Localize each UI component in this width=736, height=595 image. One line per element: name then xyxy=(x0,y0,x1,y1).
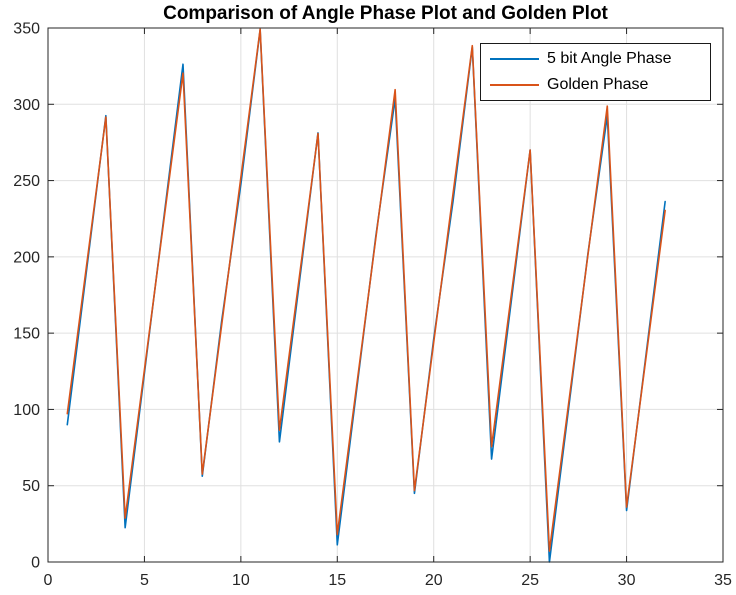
y-tick-label: 0 xyxy=(31,555,40,572)
legend-label: 5 bit Angle Phase xyxy=(547,50,672,67)
y-tick-label: 250 xyxy=(13,173,40,190)
x-tick-label: 25 xyxy=(521,572,539,589)
x-tick-label: 0 xyxy=(44,572,53,589)
x-tick-label: 10 xyxy=(232,572,250,589)
legend-entry-5-bit-angle-phase[interactable]: 5 bit Angle Phase xyxy=(481,46,710,72)
y-tick-label: 200 xyxy=(13,249,40,266)
y-tick-label: 50 xyxy=(22,478,40,495)
legend[interactable]: 5 bit Angle Phase Golden Phase xyxy=(480,43,711,101)
legend-label: Golden Phase xyxy=(547,76,649,93)
x-tick-label: 35 xyxy=(714,572,732,589)
y-tick-label: 100 xyxy=(13,402,40,419)
x-tick-label: 15 xyxy=(328,572,346,589)
legend-line-sample-blue xyxy=(490,58,539,60)
x-tick-label: 5 xyxy=(140,572,149,589)
y-tick-label: 350 xyxy=(13,21,40,38)
y-tick-label: 150 xyxy=(13,326,40,343)
series-line-golden-phase xyxy=(66,28,666,552)
axis-box xyxy=(47,27,724,563)
legend-entry-golden-phase[interactable]: Golden Phase xyxy=(481,72,710,98)
plot-area xyxy=(48,28,723,562)
y-tick-label: 300 xyxy=(13,97,40,114)
x-tick-label: 30 xyxy=(618,572,636,589)
legend-line-sample-orange xyxy=(490,84,539,86)
x-tick-label: 20 xyxy=(425,572,443,589)
chart-title: Comparison of Angle Phase Plot and Golde… xyxy=(163,3,608,24)
